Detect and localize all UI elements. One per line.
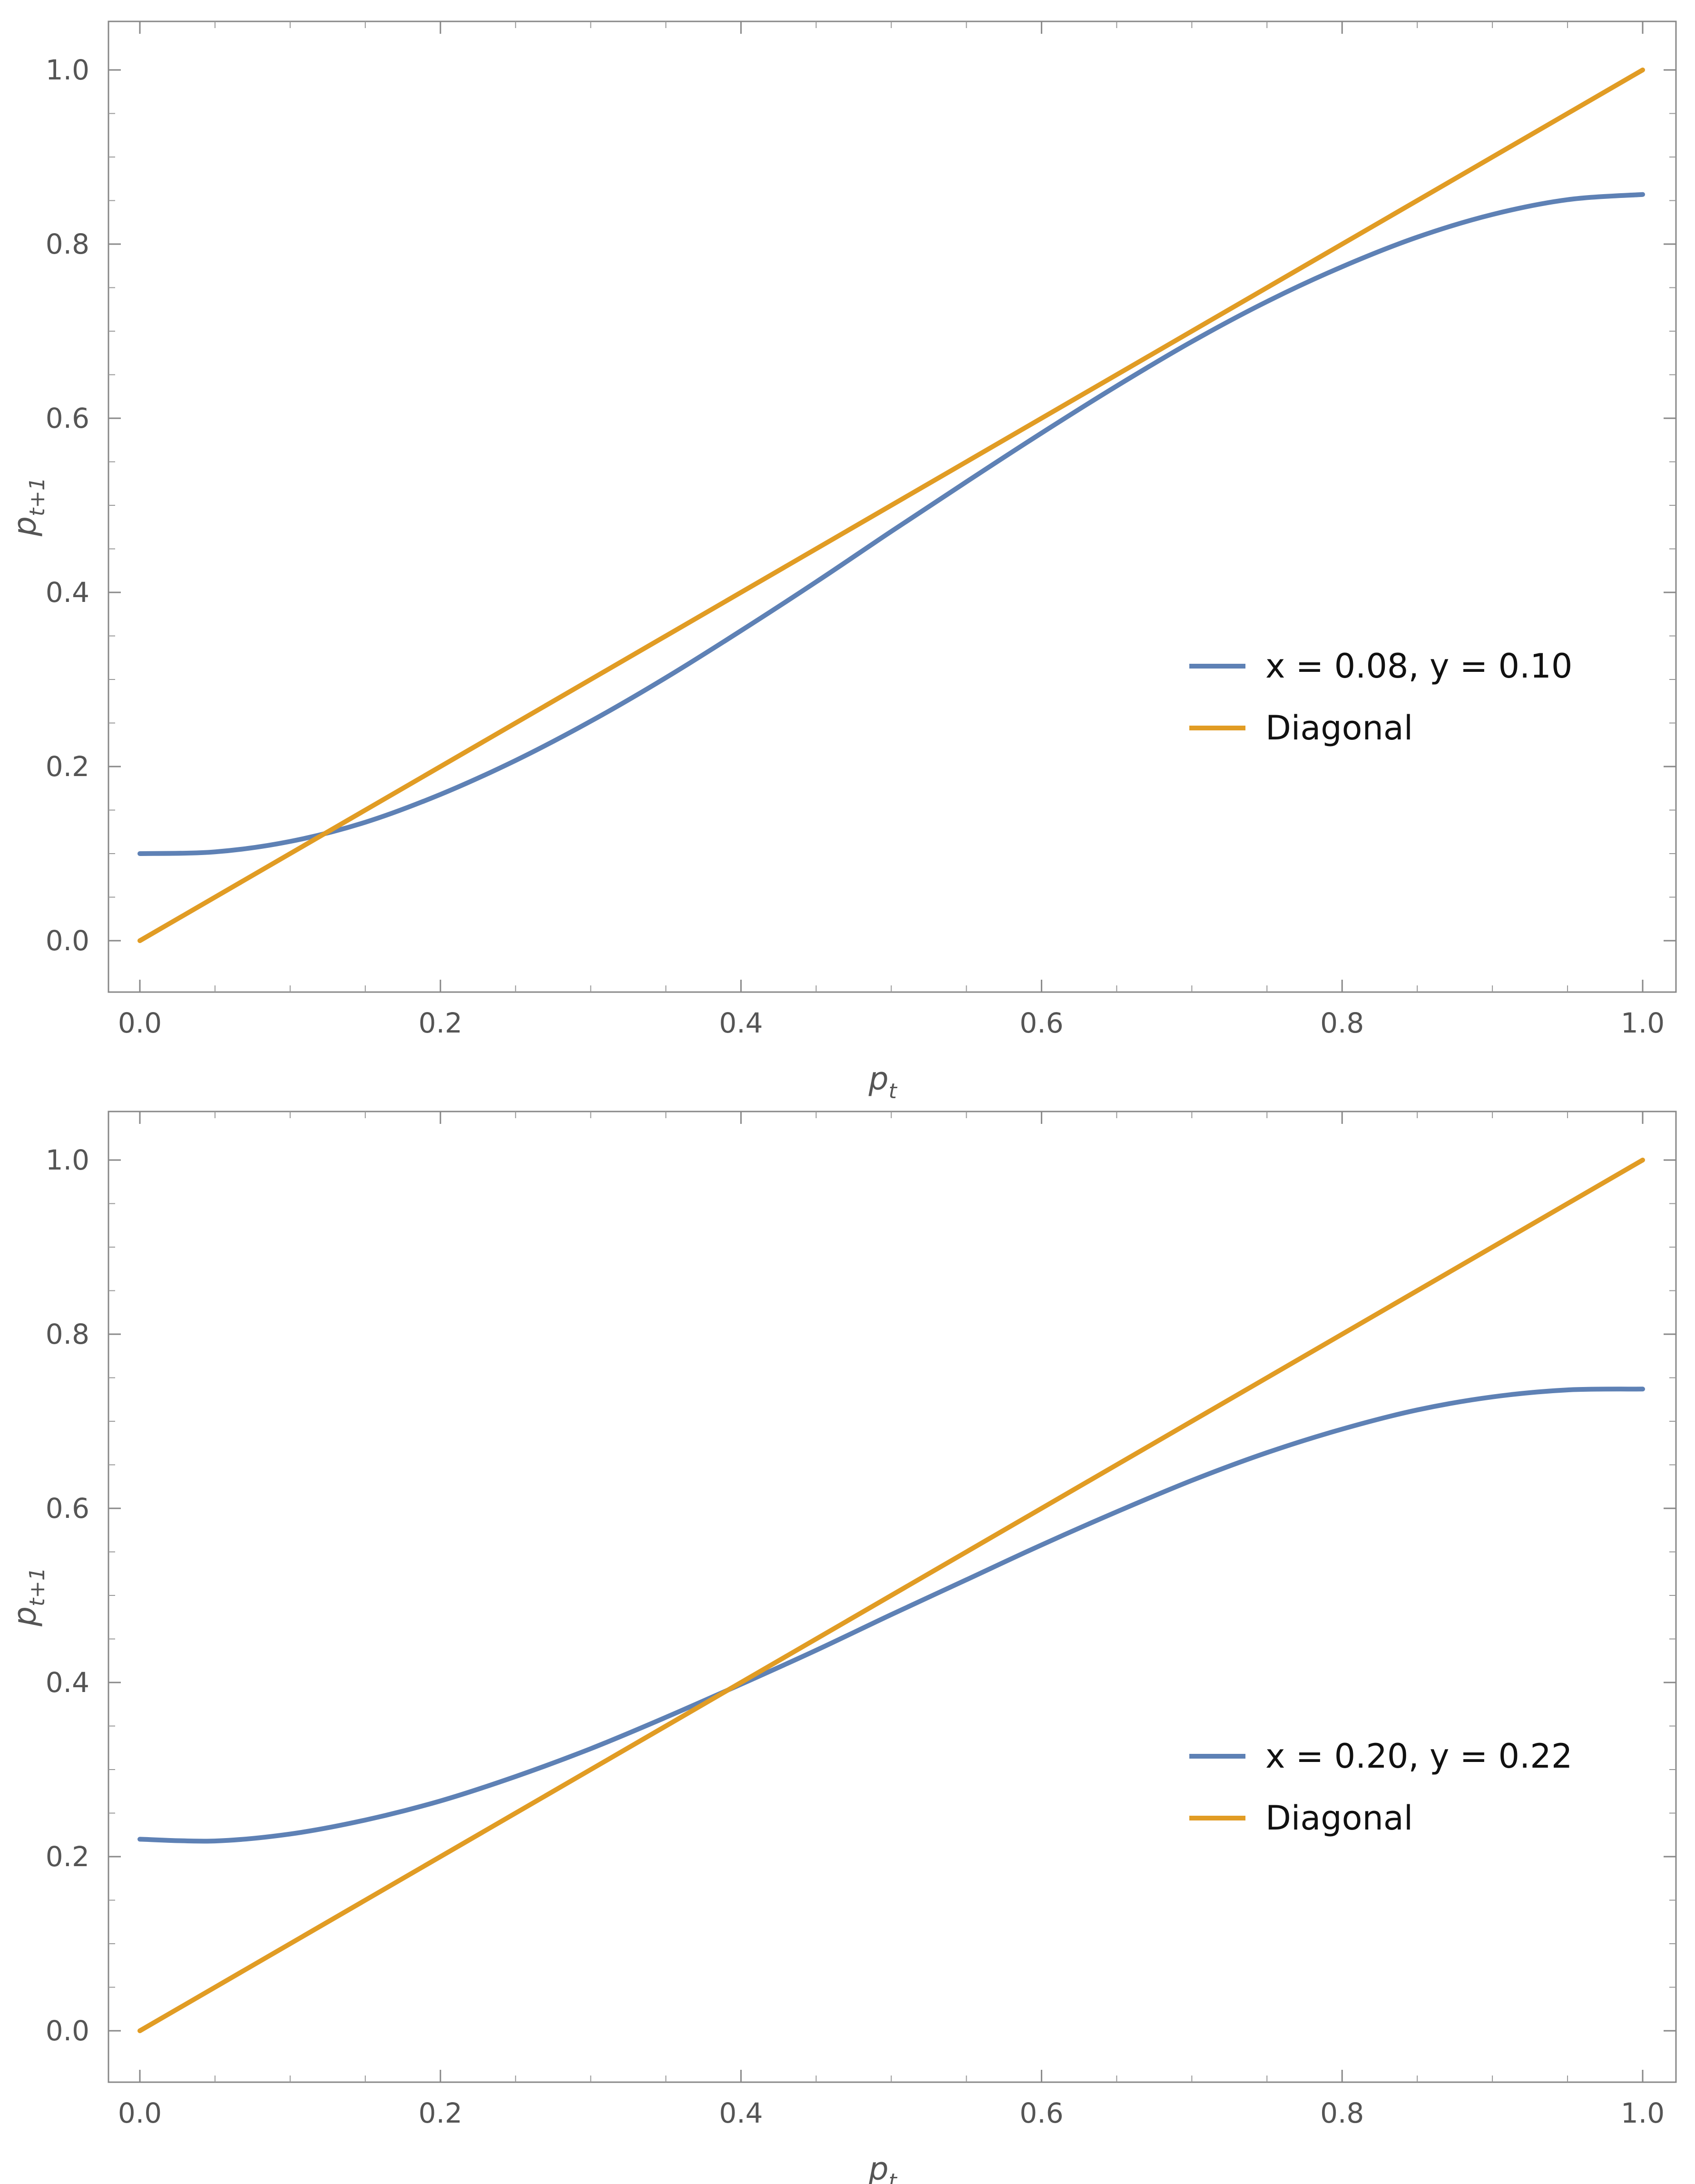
series-line-curve — [137, 192, 1645, 856]
chart-panel-2: 0.0 0.2 0.4 0.6 0.8 1.0 0.0 0.2 0.4 0.6 0.8 1.0 pt pt… — [7, 1111, 1677, 2184]
x-tick-label: 0.8 — [1320, 1007, 1364, 1039]
y-tick-label: 0.8 — [46, 1318, 89, 1350]
y-axis-label: pt+1 — [7, 477, 49, 537]
x-tick-label: 0.6 — [1019, 1007, 1063, 1039]
legend-label: Diagonal — [1265, 708, 1413, 748]
y-tick-label: 1.0 — [46, 54, 89, 86]
x-tick-label: 0.2 — [419, 1007, 462, 1039]
y-axis-label: pt+1 — [7, 1567, 49, 1627]
y-tick-label: 0.0 — [46, 925, 89, 957]
x-tick-label: 0.0 — [118, 2097, 162, 2129]
y-tick-label: 0.6 — [46, 402, 89, 434]
chart-panel-1: 0.0 0.2 0.4 0.6 0.8 1.0 0.0 0.2 0.4 0.6 0.8 1.0 pt pt… — [7, 20, 1677, 1103]
x-tick-label: 0.6 — [1019, 2097, 1063, 2129]
y-tick-label: 0.4 — [46, 1666, 89, 1699]
legend-label: Diagonal — [1265, 1799, 1413, 1838]
series-line-diagonal — [137, 68, 1645, 943]
y-tick-label: 0.8 — [46, 228, 89, 260]
x-tick-label: 0.4 — [719, 1007, 763, 1039]
y-tick-label: 0.4 — [46, 576, 89, 609]
x-tick-label: 0.4 — [719, 2097, 763, 2129]
series-line-diagonal — [137, 1158, 1645, 2033]
series-line-curve — [137, 1387, 1645, 1844]
legend-label: x = 0.20, y = 0.22 — [1265, 1737, 1572, 1776]
x-tick-label: 0.2 — [419, 2097, 462, 2129]
x-axis-label: pt — [868, 2151, 898, 2184]
x-axis-label: pt — [868, 1061, 898, 1103]
x-tick-label: 1.0 — [1621, 1007, 1665, 1039]
plot-frame — [108, 20, 1677, 993]
x-tick-label: 0.0 — [118, 1007, 162, 1039]
plot-frame — [108, 1111, 1677, 2083]
y-tick-label: 0.2 — [46, 1840, 89, 1873]
x-tick-label: 1.0 — [1621, 2097, 1665, 2129]
x-tick-label: 0.8 — [1320, 2097, 1364, 2129]
y-tick-label: 0.2 — [46, 750, 89, 783]
y-tick-label: 0.0 — [46, 2015, 89, 2047]
y-tick-label: 0.6 — [46, 1492, 89, 1525]
legend-label: x = 0.08, y = 0.10 — [1265, 647, 1572, 686]
y-tick-label: 1.0 — [46, 1144, 89, 1176]
